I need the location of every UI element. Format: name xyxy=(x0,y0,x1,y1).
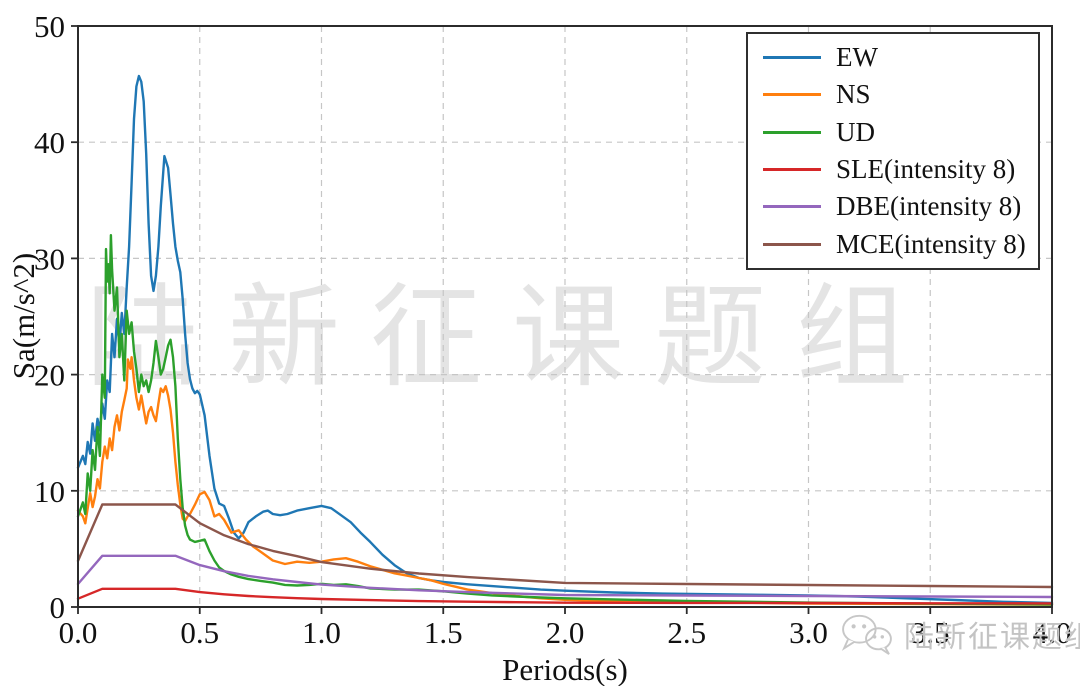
legend: EW NS UD SLE(intensity 8) DBE(intensity 8) MC… xyxy=(746,32,1040,270)
legend-label: UD xyxy=(836,116,875,147)
y-tick-label: 10 xyxy=(34,474,65,509)
legend-item-dbe-intensity-8-: DBE(intensity 8) xyxy=(763,193,1034,220)
legend-label: SLE(intensity 8) xyxy=(836,154,1016,185)
y-axis-label: Sa(m/s^2) xyxy=(6,252,41,380)
y-tick-label: 30 xyxy=(34,241,65,276)
legend-item-ud: UD xyxy=(763,116,1034,147)
x-tick-label: 0.0 xyxy=(59,615,98,650)
series-line-dbe-intensity- xyxy=(76,554,1054,599)
corner-watermark-text: 陆新征课题组 xyxy=(904,621,1080,654)
x-axis-label: Periods(s) xyxy=(502,652,628,686)
legend-label: EW xyxy=(836,42,878,73)
series-line-ns xyxy=(76,356,1054,606)
series-line-sle-intensity- xyxy=(76,587,1054,605)
legend-label: NS xyxy=(836,79,871,110)
legend-item-ew: EW xyxy=(763,44,1034,71)
legend-line-sample xyxy=(763,93,821,97)
legend-line-sample xyxy=(763,242,821,246)
x-tick-label: 3.0 xyxy=(789,615,828,650)
series-line-mce-intensity- xyxy=(76,503,1054,589)
x-tick-label: 2.5 xyxy=(667,615,706,650)
x-tick-label: 2.0 xyxy=(546,615,585,650)
legend-item-ns: NS xyxy=(763,81,1034,108)
corner-watermark: 陆新征课题组 xyxy=(838,612,1080,656)
legend-label: MCE(intensity 8) xyxy=(836,228,1026,259)
x-tick-label: 1.5 xyxy=(424,615,463,650)
legend-line-sample xyxy=(763,130,821,134)
y-tick-label: 0 xyxy=(50,590,66,625)
legend-item-mce-intensity-8-: MCE(intensity 8) xyxy=(763,228,1034,259)
x-tick-label: 3.5 xyxy=(911,615,950,650)
legend-line-sample xyxy=(763,205,821,209)
legend-line-sample xyxy=(763,56,821,60)
center-watermark: 陆新征课题组 xyxy=(86,277,938,401)
x-tick-label: 1.0 xyxy=(302,615,341,650)
legend-item-sle-intensity-8-: SLE(intensity 8) xyxy=(763,156,1034,183)
y-tick-label: 50 xyxy=(34,9,65,44)
y-tick-label: 40 xyxy=(34,125,65,160)
x-tick-label: 4.0 xyxy=(1033,615,1072,650)
y-tick-label: 20 xyxy=(34,358,65,393)
x-tick-label: 0.5 xyxy=(180,615,219,650)
legend-line-sample xyxy=(763,168,821,172)
legend-label: DBE(intensity 8) xyxy=(836,191,1022,222)
wechat-bubbles-icon xyxy=(841,614,892,655)
